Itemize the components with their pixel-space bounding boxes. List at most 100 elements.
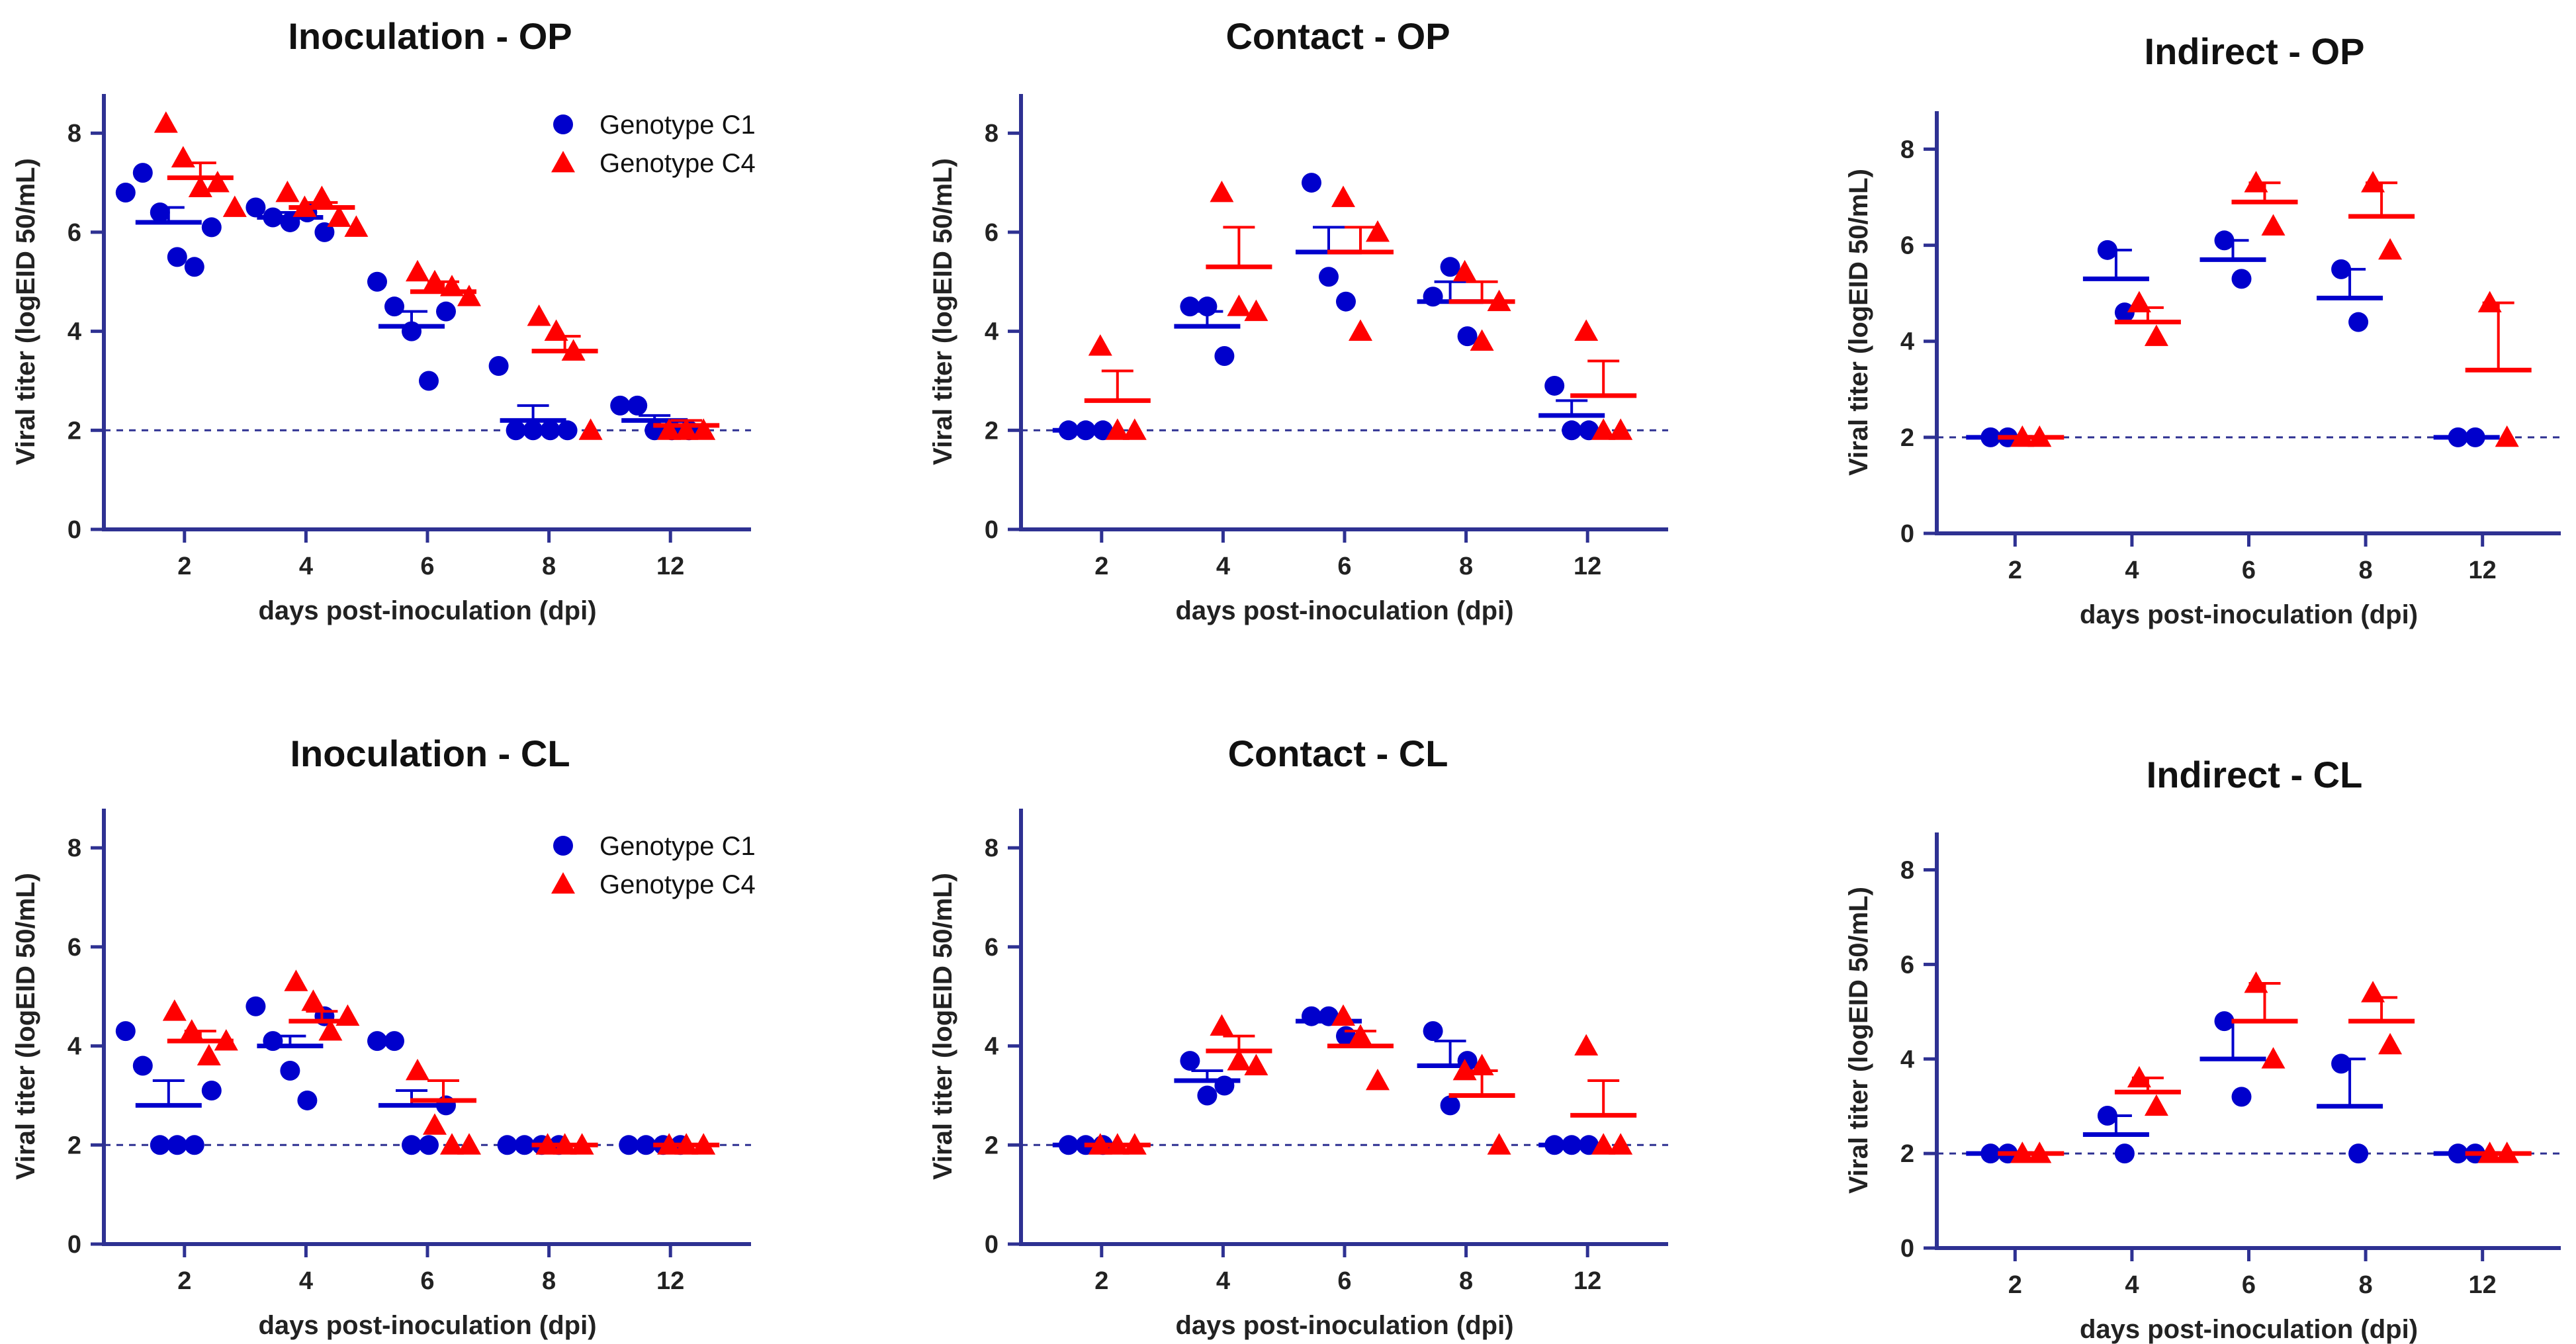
x-tick-label: 4: [299, 1267, 313, 1295]
data-point-c4: [327, 205, 351, 227]
data-point-c4: [2144, 1094, 2168, 1116]
x-tick-label: 6: [420, 1267, 434, 1295]
data-point-c1: [280, 1061, 300, 1081]
data-point-c4: [1487, 1133, 1511, 1155]
data-point-c4: [2495, 425, 2519, 447]
y-tick-label: 2: [67, 417, 81, 445]
data-point-c4: [1470, 329, 1494, 351]
x-tick-label: 6: [420, 553, 434, 580]
data-point-c4: [2144, 324, 2168, 346]
data-point-c4: [406, 259, 429, 282]
legend-c1-marker: [553, 114, 573, 134]
panel-title: Indirect - OP: [2145, 30, 2365, 72]
y-tick-label: 8: [67, 834, 81, 862]
data-point-c4: [1210, 181, 1234, 202]
panel-title: Contact - OP: [1225, 15, 1450, 57]
y-tick-label: 6: [1900, 951, 1914, 979]
data-point-c4: [657, 418, 682, 440]
data-point-c4: [154, 111, 178, 133]
data-point-c4: [2378, 1032, 2403, 1055]
data-point-c4: [275, 181, 300, 202]
x-axis-label: days post-inoculation (dpi): [2080, 600, 2418, 629]
data-point-c4: [457, 1133, 481, 1155]
data-point-c4: [1227, 1049, 1251, 1071]
data-point-c1: [132, 1055, 153, 1076]
data-point-c1: [115, 1021, 136, 1042]
x-tick-label: 2: [1094, 553, 1108, 580]
y-axis-label: Viral titer (logEID 50/mL): [11, 158, 40, 465]
y-tick-label: 4: [67, 318, 81, 346]
y-tick-label: 8: [67, 120, 81, 148]
data-point-c1: [150, 1135, 170, 1155]
data-point-c4: [1331, 185, 1355, 207]
data-point-c1: [2331, 1053, 2352, 1074]
x-tick-label: 12: [656, 553, 684, 580]
data-point-c1: [2114, 1143, 2135, 1164]
data-point-c4: [1244, 299, 1268, 322]
data-point-c4: [171, 146, 195, 168]
data-point-c4: [423, 1113, 447, 1135]
data-point-c1: [150, 202, 170, 222]
data-point-c1: [2348, 1143, 2369, 1164]
y-axis-label: Viral titer (logEID 50/mL): [928, 158, 957, 465]
data-point-c4: [1366, 220, 1390, 242]
y-tick-label: 2: [1900, 424, 1914, 452]
data-point-c4: [1609, 1133, 1633, 1155]
x-tick-label: 6: [1337, 553, 1351, 580]
data-point-c4: [1244, 1053, 1268, 1075]
y-tick-label: 8: [985, 834, 999, 862]
data-point-c1: [1197, 1085, 1218, 1106]
data-point-c1: [201, 1080, 222, 1100]
panel-5: Indirect - CL 0 2 4 6 8 2 4 6 8 12 days post-inocul…: [1844, 754, 2561, 1344]
data-point-c4: [691, 418, 716, 440]
data-point-c1: [184, 257, 204, 277]
panel-4: Contact - CL 0 2 4 6 8 2 4 6 8 12 days post-inocula…: [928, 733, 1668, 1340]
y-tick-label: 6: [67, 934, 81, 962]
data-point-c4: [2261, 214, 2286, 236]
x-tick-label: 4: [1216, 1267, 1230, 1295]
data-point-c1: [245, 197, 266, 218]
data-point-c1: [184, 1135, 204, 1155]
data-point-c4: [1591, 1133, 1616, 1155]
legend-c4-marker: [551, 872, 575, 894]
x-tick-label: 2: [177, 553, 191, 580]
data-point-c1: [1579, 420, 1599, 441]
panel-0: Inoculation - OP 0 2 4 6 8 2 4 6 8 12 days post-ino…: [11, 15, 756, 625]
x-tick-label: 12: [1574, 553, 1601, 580]
legend-c4-marker: [551, 151, 575, 173]
data-point-c1: [297, 1090, 318, 1110]
y-tick-label: 6: [67, 219, 81, 247]
x-axis-label: days post-inoculation (dpi): [258, 596, 596, 625]
y-tick-label: 0: [1900, 520, 1914, 548]
x-tick-label: 2: [177, 1267, 191, 1295]
x-tick-label: 2: [1094, 1267, 1108, 1295]
data-point-c4: [1609, 418, 1633, 440]
y-tick-label: 0: [67, 1231, 81, 1259]
y-tick-label: 6: [1900, 232, 1914, 260]
data-point-c1: [2114, 302, 2135, 323]
data-point-c1: [1180, 296, 1200, 317]
data-point-c4: [162, 999, 187, 1021]
y-tick-label: 2: [67, 1132, 81, 1159]
x-tick-label: 8: [1459, 1267, 1473, 1295]
data-point-c1: [402, 1135, 422, 1155]
data-point-c4: [1122, 418, 1147, 440]
data-point-c4: [1331, 1004, 1355, 1026]
data-point-c1: [540, 420, 560, 441]
x-axis-label: days post-inoculation (dpi): [2080, 1315, 2418, 1344]
x-axis-label: days post-inoculation (dpi): [258, 1311, 596, 1340]
data-point-c1: [1214, 346, 1235, 367]
data-point-c1: [314, 222, 335, 242]
data-point-c1: [367, 1031, 387, 1052]
data-point-c4: [2378, 238, 2403, 260]
y-tick-label: 2: [985, 1132, 999, 1159]
data-point-c4: [578, 418, 603, 440]
data-point-c1: [245, 996, 266, 1016]
data-point-c1: [201, 217, 222, 238]
x-tick-label: 4: [299, 553, 313, 580]
data-point-c1: [1423, 1021, 1443, 1042]
data-point-c1: [1562, 420, 1582, 441]
data-point-c1: [419, 1135, 439, 1155]
x-tick-label: 12: [2469, 1271, 2497, 1299]
panel-3: Inoculation - CL 0 2 4 6 8 2 4 6 8 12 days post-ino…: [11, 733, 756, 1340]
